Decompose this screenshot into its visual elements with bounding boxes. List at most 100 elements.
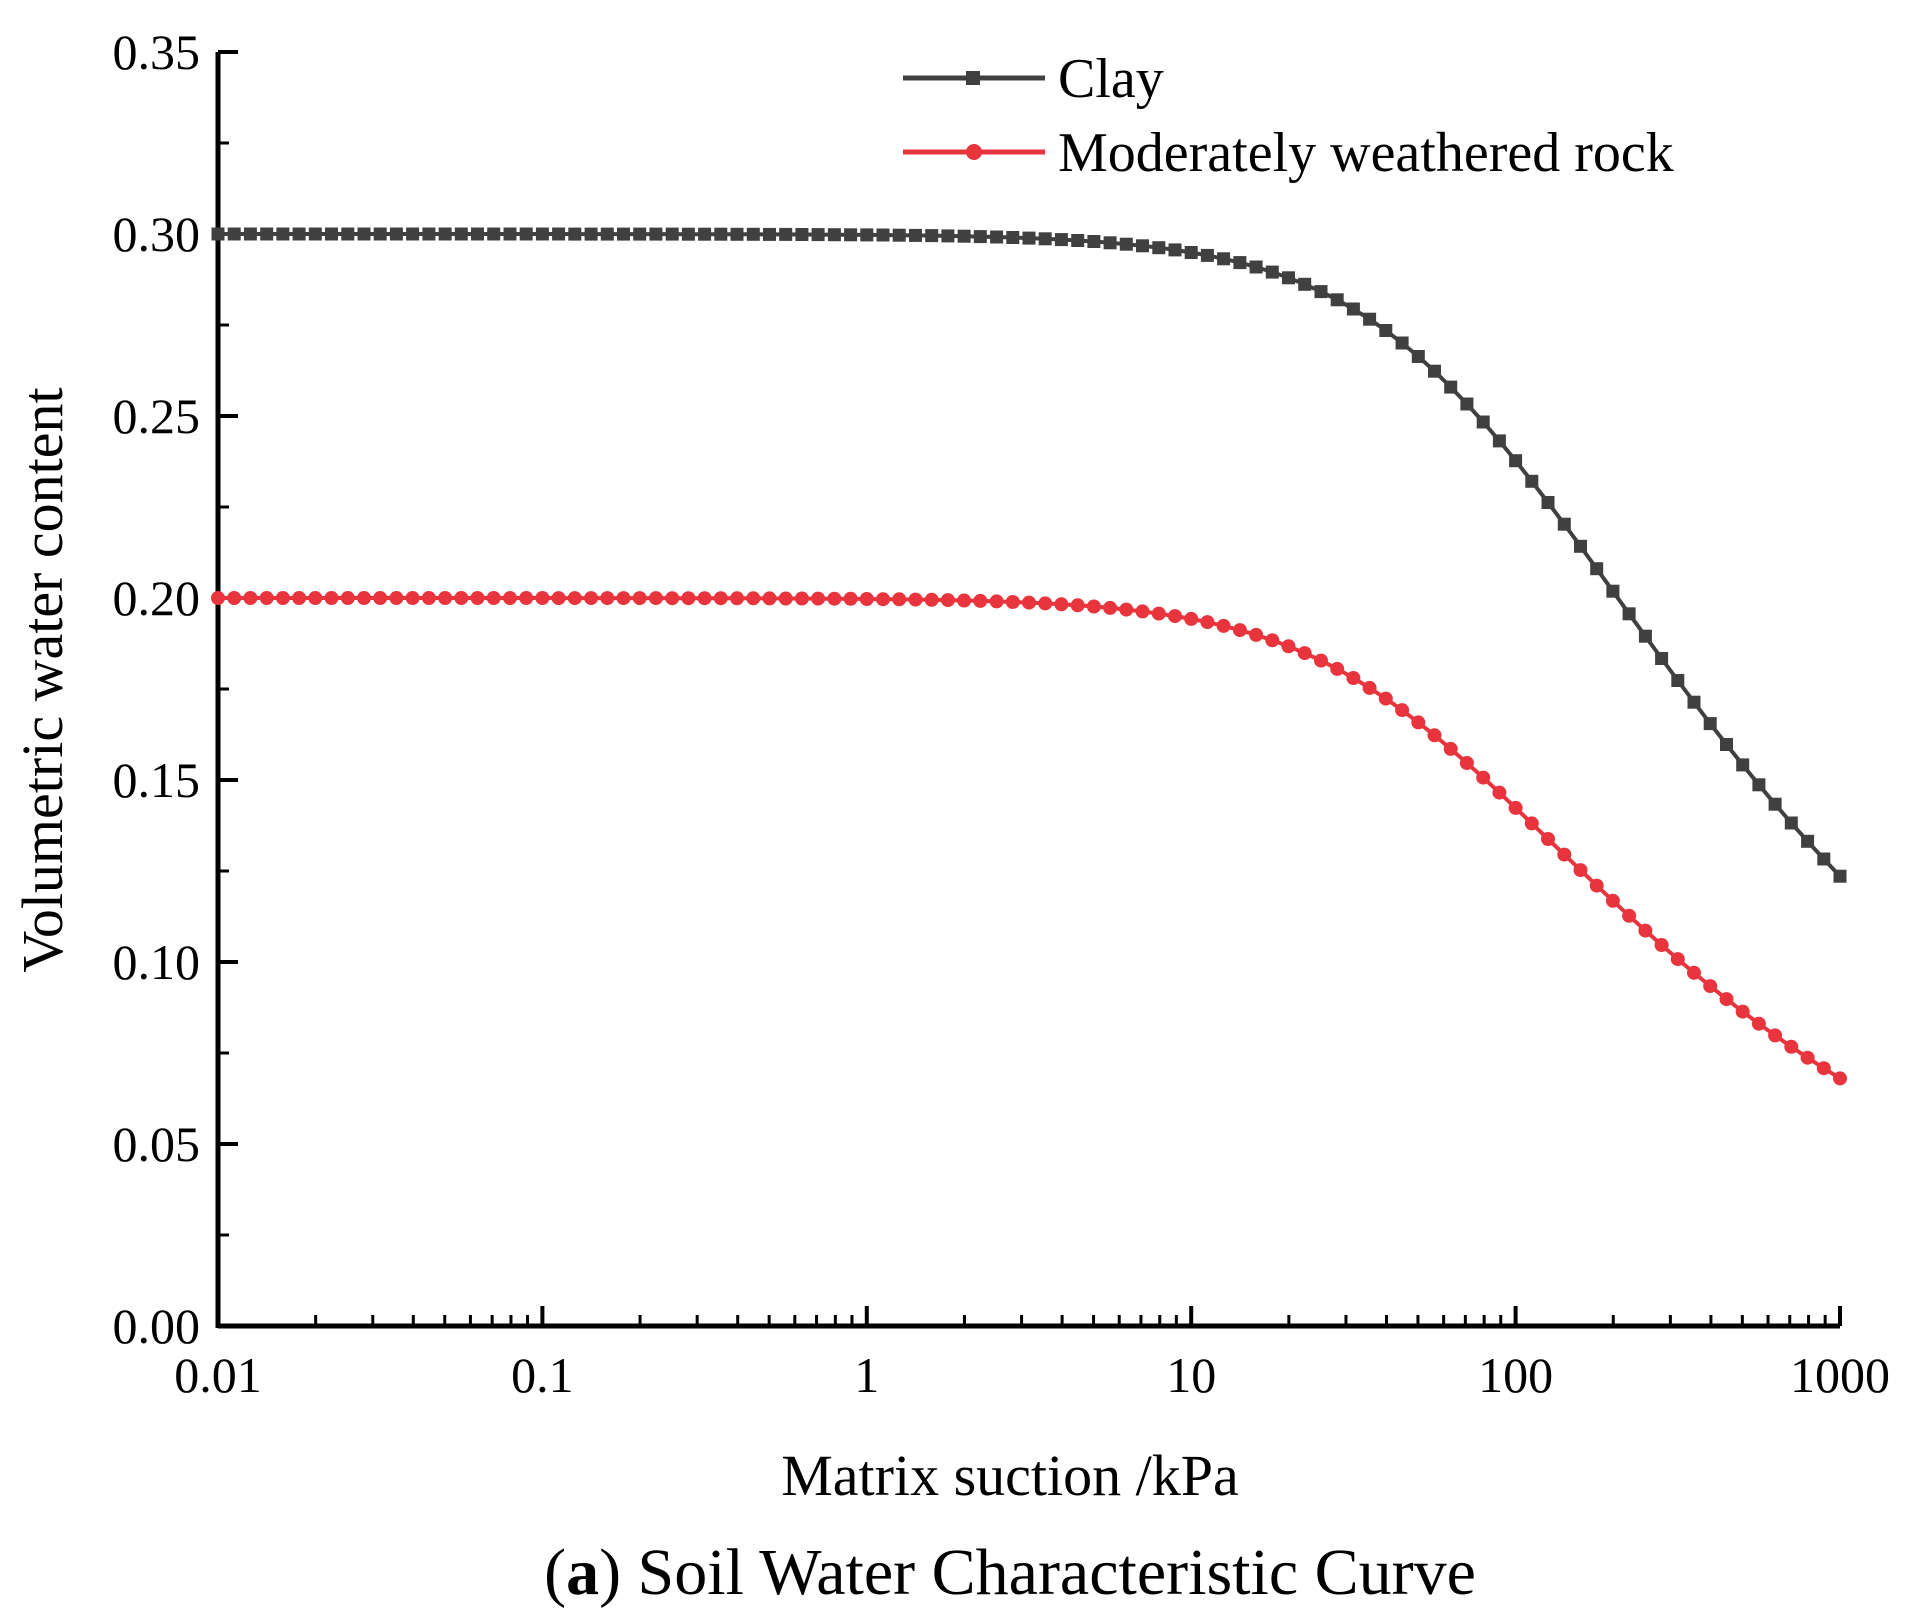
data-point [1071,234,1085,247]
data-point [973,230,987,244]
data-point [1622,908,1637,923]
data-point [1605,893,1620,908]
data-point [454,227,468,241]
legend: Clay Moderately weathered rock [903,48,1674,184]
data-point [487,227,501,241]
y-tick-label: 0.10 [113,934,201,990]
data-point [292,227,306,241]
data-point [454,591,469,605]
data-point [811,591,826,606]
x-tick-label: 0.01 [174,1347,262,1403]
data-point [1265,633,1280,648]
data-point [616,591,631,606]
data-point [1800,1050,1815,1065]
data-point [227,227,241,241]
data-point [227,591,242,605]
data-point [1330,661,1345,676]
data-point [308,591,323,605]
data-point [762,591,777,606]
data-point [746,591,761,606]
legend-marker [966,71,980,85]
data-point [827,591,842,606]
data-point [1460,397,1474,411]
data-point [1411,715,1426,730]
data-point [1005,595,1020,609]
data-point [584,227,598,241]
data-point [1687,695,1701,709]
data-point [275,591,290,605]
data-point [794,591,809,606]
data-point [1395,336,1409,350]
y-tick-label: 0.00 [113,1298,201,1354]
data-point [1070,598,1085,613]
figure-caption: (a) Soil Water Characteristic Curve [544,1536,1476,1609]
data-point [552,227,566,241]
data-point [1476,415,1490,429]
data-point [1184,246,1198,259]
data-point [325,227,338,241]
data-point [1249,260,1263,274]
data-point [1476,770,1491,785]
data-point [1151,606,1166,621]
data-point [1200,615,1215,630]
data-point [1557,847,1572,862]
data-point [1184,611,1199,626]
data-point [1086,599,1101,614]
data-point [844,228,858,242]
data-point [795,228,809,241]
series-clay [211,227,1847,883]
data-point [324,591,339,605]
data-point [1524,816,1539,831]
series-line [218,596,1842,1081]
data-point [1509,454,1523,468]
y-tick-label: 0.20 [113,570,201,626]
data-point [1233,256,1247,270]
data-point [373,591,388,605]
caption-panel-letter: a [566,1536,599,1609]
data-point [1671,674,1685,687]
data-point [941,229,955,243]
data-point [1573,863,1588,878]
data-point [892,228,906,242]
data-point [1833,869,1847,883]
data-point [568,227,582,241]
data-point [940,593,955,608]
data-point [1735,1004,1750,1019]
data-point [859,592,874,606]
data-point [1346,302,1360,316]
data-point [1638,923,1653,938]
data-point [827,228,841,242]
legend-entry: Moderately weathered rock [903,122,1674,184]
data-point [1298,277,1312,291]
data-point [632,591,647,606]
data-point [341,227,355,241]
x-tick-label: 100 [1478,1347,1553,1403]
data-point [1054,597,1069,612]
data-point [389,227,403,241]
legend-marker [966,144,982,160]
data-point [892,592,907,607]
data-point [308,227,322,241]
data-point [973,593,988,608]
data-point [584,591,599,606]
data-point [567,591,582,606]
data-point [778,591,793,606]
data-point [1784,1039,1799,1054]
data-point [1281,639,1296,654]
data-point [698,227,712,241]
data-point [1574,539,1587,553]
data-point [1768,797,1782,811]
data-point [843,591,858,606]
data-point [211,227,225,241]
data-point [1249,627,1264,642]
x-axis: 0.01 0.1 1 10 100 1000 [174,1306,1890,1403]
series-group [211,227,1847,1086]
data-point [1557,517,1571,531]
data-point [1119,602,1134,617]
data-point [633,227,647,241]
data-point [990,230,1004,244]
data-point [649,227,663,241]
data-point [1719,992,1734,1007]
data-point [1378,691,1393,706]
data-point [1427,728,1442,743]
